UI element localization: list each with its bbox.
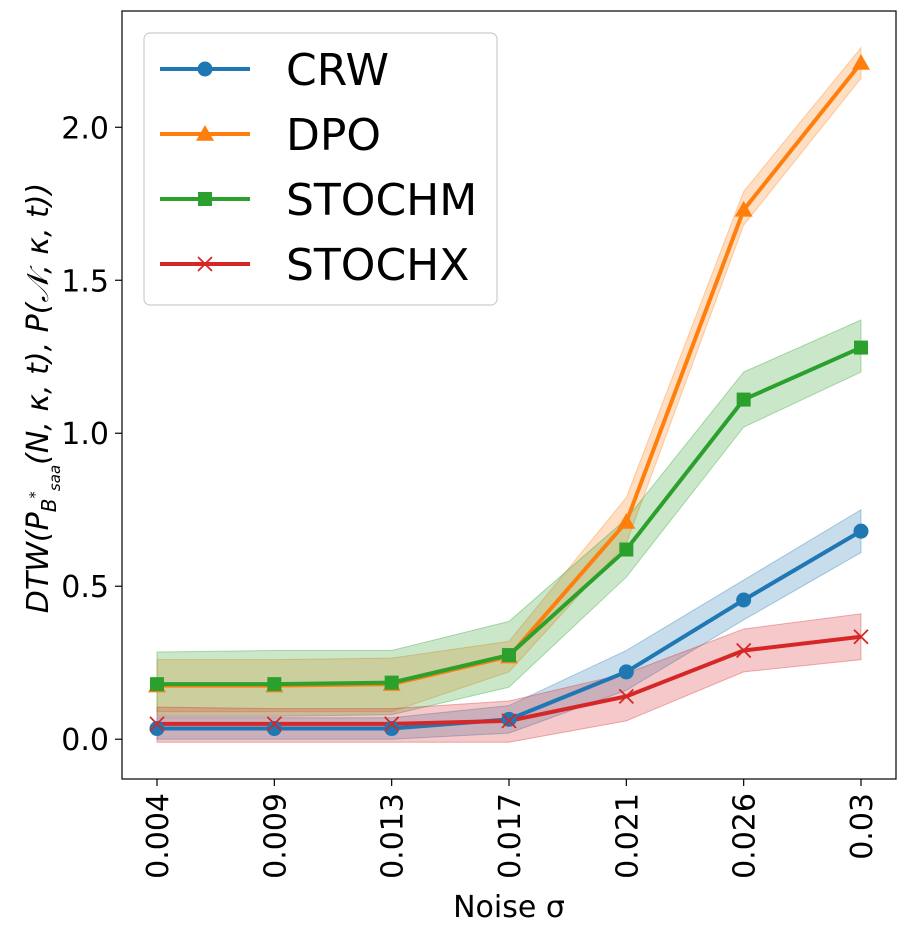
point-stochm-1	[267, 677, 282, 692]
point-dpo-5	[734, 200, 753, 217]
point-stochm-5	[736, 392, 751, 407]
point-crw-4	[618, 664, 634, 680]
point-crw-1	[266, 721, 282, 737]
x-tick-label-5: 0.026	[728, 793, 763, 879]
y-tick-label-4: 2.0	[61, 111, 109, 146]
point-stochx-4	[618, 688, 634, 705]
point-crw-0	[149, 721, 165, 737]
band-crw	[156, 508, 862, 740]
band-stochm	[156, 319, 862, 717]
series-markers	[148, 54, 870, 737]
legend-marker-stochm	[198, 192, 212, 206]
point-stochx-0	[149, 716, 165, 732]
legend-label-stochm: STOCHM	[286, 175, 477, 226]
point-stochm-4	[619, 542, 634, 557]
legend-label-stochx: STOCHX	[286, 240, 469, 291]
x-tick-label-3: 0.017	[493, 793, 528, 879]
x-axis-ticks: 0.004 0.009 0.013 0.017 0.021 0.026 0.03	[141, 779, 880, 879]
legend-marker-stochx	[197, 256, 213, 272]
y-axis-ticks: 0.0 0.5 1.0 1.5 2.0	[61, 111, 122, 758]
point-dpo-6	[852, 54, 870, 70]
x-tick-label-6: 0.03	[845, 793, 880, 860]
x-tick-label-4: 0.021	[610, 793, 645, 879]
y-tick-label-0: 0.0	[61, 723, 109, 758]
point-stochm-6	[854, 340, 868, 355]
legend-box	[143, 32, 498, 306]
y-axis-label: DTW(PB*saa(N, κ, t), P(𝒩, κ, t))	[21, 183, 64, 613]
y-tick-label-1: 0.5	[61, 570, 109, 605]
confidence-bands	[156, 46, 862, 743]
y-axis-label-lead: DTW(	[21, 529, 56, 613]
y-axis-label-p: P	[21, 511, 56, 530]
y-axis-label-subsub: saa	[46, 465, 64, 491]
x-tick-label-0: 0.004	[141, 793, 176, 879]
point-stochx-2	[384, 716, 400, 732]
y-axis-label-sup: *	[26, 491, 44, 499]
point-crw-2	[384, 721, 400, 737]
legend: CRW DPO STOCHM STOCHX	[143, 32, 498, 306]
y-tick-label-3: 1.5	[61, 264, 109, 299]
point-stochx-5	[736, 642, 752, 659]
point-stochm-3	[502, 648, 516, 663]
point-crw-3	[501, 711, 517, 727]
band-dpo	[156, 46, 862, 713]
point-stochx-1	[266, 716, 282, 732]
band-stochx	[156, 613, 862, 743]
point-stochx-6	[853, 629, 869, 645]
x-tick-label-2: 0.013	[376, 793, 411, 879]
legend-marker-dpo	[196, 125, 214, 141]
point-stochm-2	[384, 675, 399, 690]
legend-marker-crw	[197, 61, 213, 77]
point-crw-6	[853, 523, 869, 539]
legend-label-dpo: DPO	[286, 110, 381, 161]
point-stochm-0	[150, 677, 164, 692]
y-tick-label-2: 1.0	[61, 417, 109, 452]
legend-label-crw: CRW	[286, 45, 389, 96]
y-axis-label-tail: (N, κ, t), P(𝒩, κ, t))	[21, 183, 56, 465]
point-crw-5	[736, 592, 752, 608]
x-axis-label: Noise σ	[453, 890, 565, 925]
point-stochx-3	[501, 713, 517, 729]
x-tick-label-1: 0.009	[258, 793, 293, 879]
point-dpo-4	[617, 512, 636, 529]
y-axis-label-sub: B	[37, 499, 61, 513]
